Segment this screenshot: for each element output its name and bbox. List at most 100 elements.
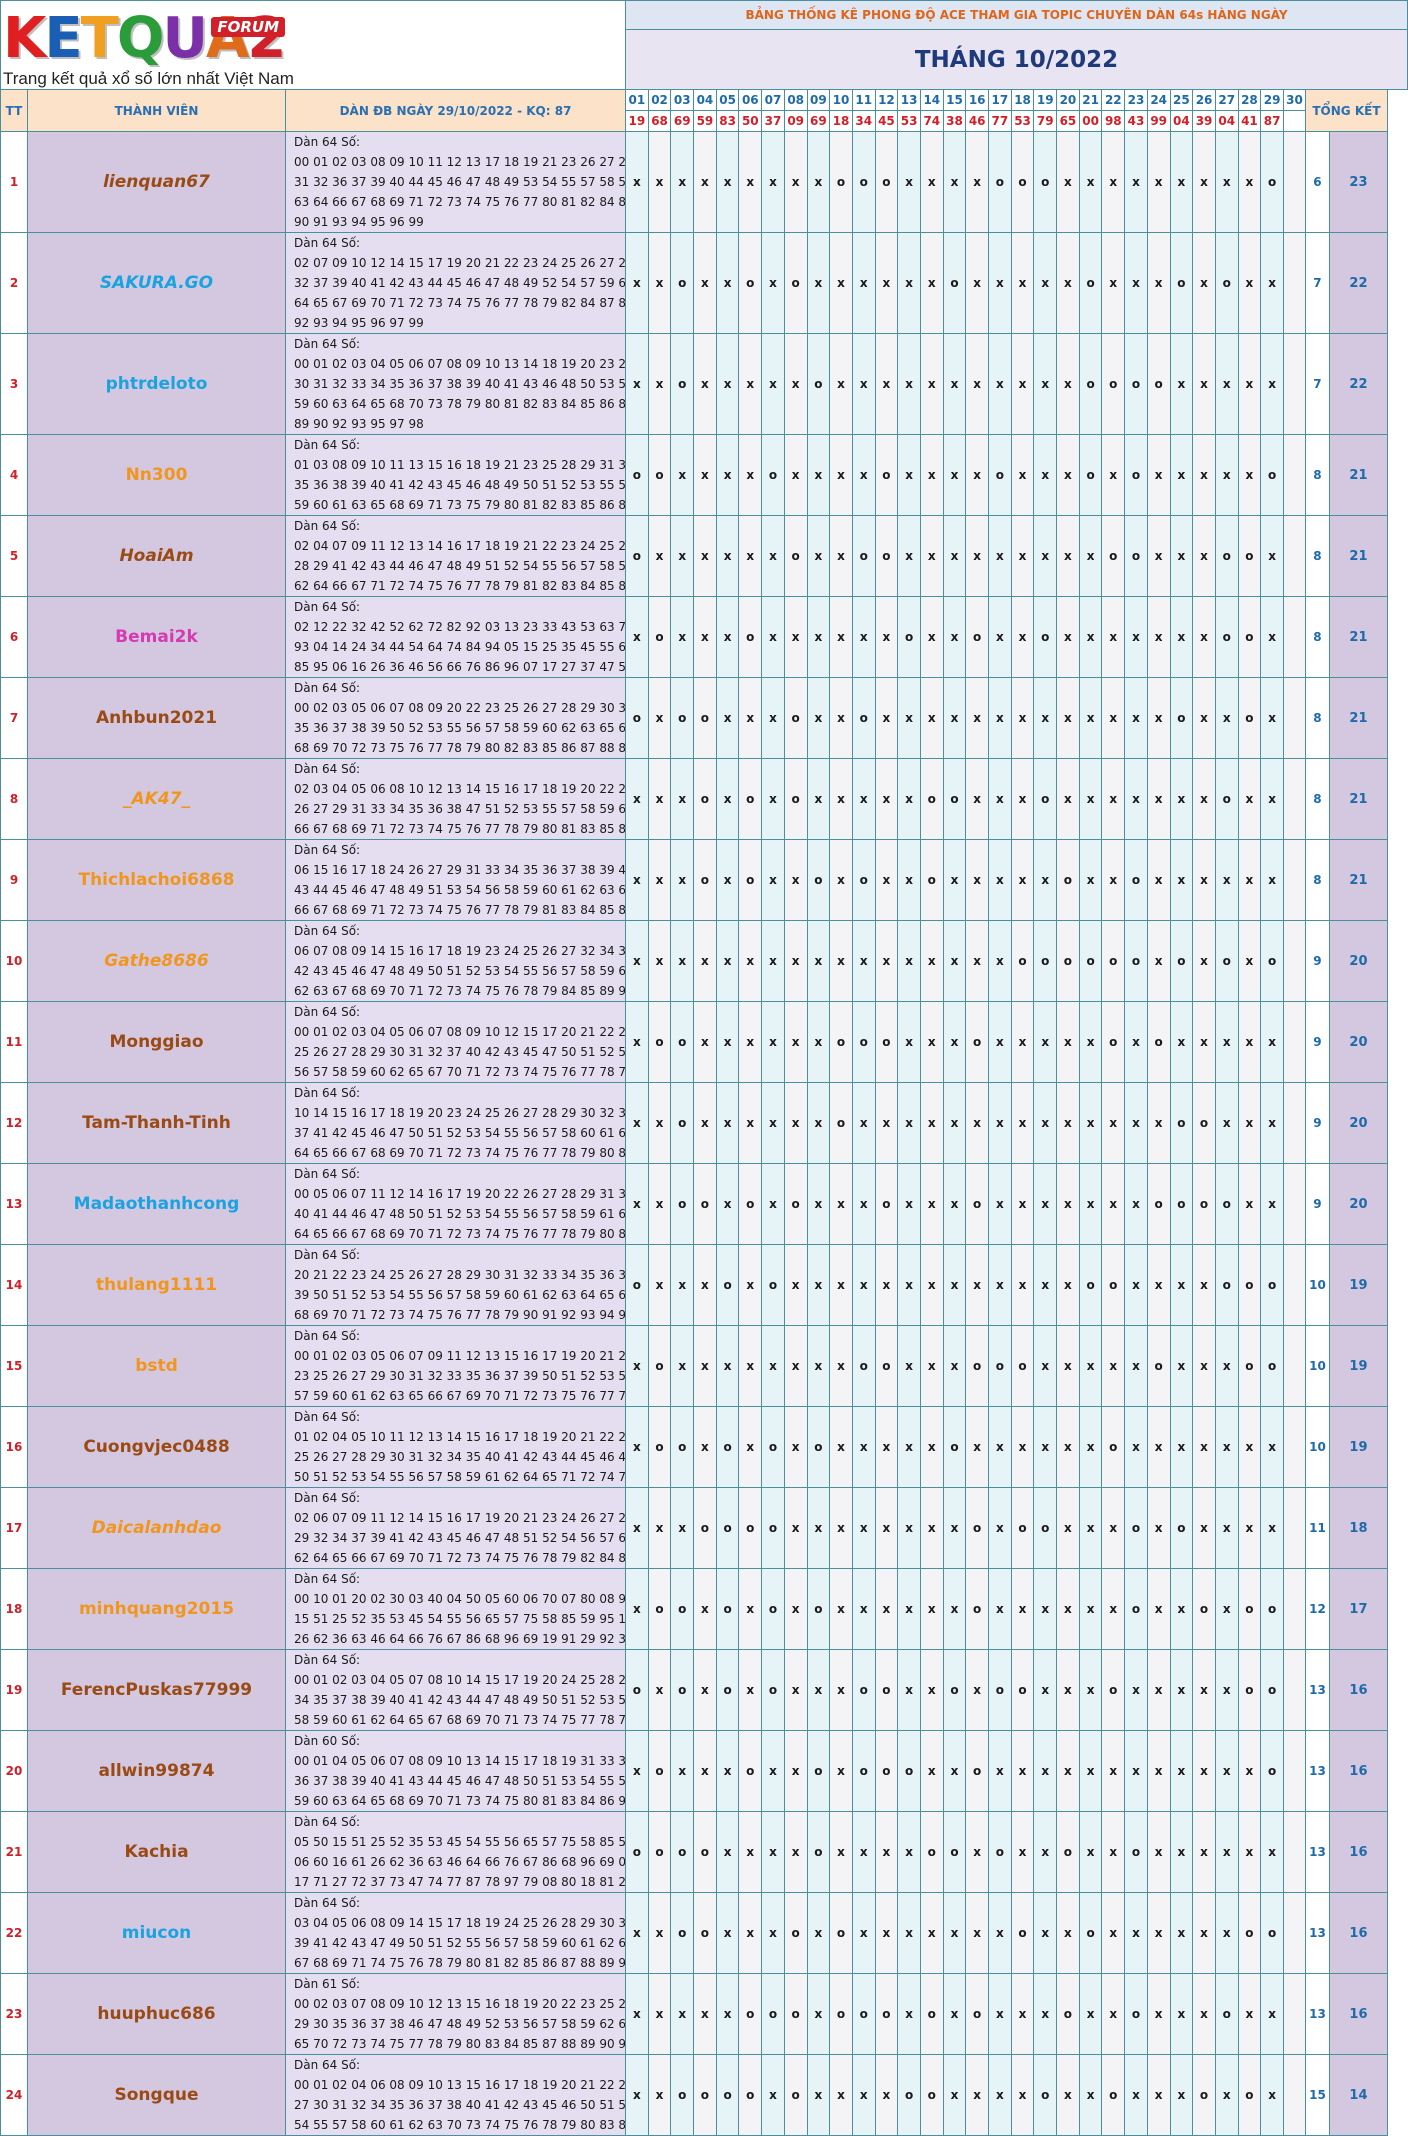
day-mark: x [647, 839, 672, 921]
member-name[interactable]: Tam-Thanh-Tinh [27, 1082, 286, 1164]
row-number: 21 [0, 1811, 28, 1893]
day-result: 83 [715, 110, 740, 132]
day-mark: x [1237, 1082, 1262, 1164]
day-mark: o [1260, 434, 1284, 516]
member-row: 15 bstd Dàn 64 Số: 00 01 02 03 05 06 07 09 … [0, 1325, 1408, 1407]
day-mark: x [1124, 131, 1148, 233]
day-mark: o [851, 1973, 876, 2055]
day-mark: x [715, 758, 740, 840]
member-name[interactable]: SAKURA.GO [27, 232, 286, 334]
dan-title: Dàn 64 Số: [294, 236, 361, 250]
dan-line: 02 03 04 05 06 08 10 12 13 14 15 16 17 1… [294, 782, 626, 796]
day-mark: o [647, 1811, 672, 1893]
day-mark: x [783, 434, 808, 516]
member-name[interactable]: FerencPuskas77999 [27, 1649, 286, 1731]
dan-title: Dàn 64 Số: [294, 762, 361, 776]
day-mark: o [851, 1649, 876, 1731]
day-mark: x [919, 1892, 944, 1974]
member-name[interactable]: Nn300 [27, 434, 286, 516]
day-mark: x [1214, 1406, 1239, 1488]
dan-line: 10 14 15 16 17 18 19 20 23 24 25 26 27 2… [294, 1106, 626, 1120]
member-name[interactable]: lienquan67 [27, 131, 286, 233]
day-mark: x [919, 596, 944, 678]
member-name[interactable]: miucon [27, 1892, 286, 1974]
day-mark: x [806, 677, 831, 759]
day-header: 03 [670, 89, 695, 111]
day-mark: x [942, 333, 967, 435]
member-name[interactable]: Gathe8686 [27, 920, 286, 1002]
dan-title: Dàn 64 Số: [294, 1410, 361, 1424]
member-name[interactable]: bstd [27, 1325, 286, 1407]
wins-count: 10 [1304, 1406, 1330, 1488]
day-mark: x [625, 1082, 649, 1164]
day-mark: x [1214, 1325, 1239, 1407]
site-logo[interactable]: KETQUA2 FORUM Trang kết quả xổ số lớn nh… [2, 2, 294, 89]
day-mark: o [1078, 333, 1103, 435]
day-mark: x [1237, 1001, 1262, 1083]
day-mark: x [761, 677, 785, 759]
day-mark [1282, 1892, 1306, 1974]
day-mark: x [670, 758, 695, 840]
day-mark [1282, 232, 1306, 334]
day-mark: x [851, 1244, 876, 1326]
dan-line: 01 02 04 05 10 11 12 13 14 15 16 17 18 1… [294, 1430, 626, 1444]
day-mark: x [1033, 1568, 1058, 1650]
day-mark: o [1124, 1811, 1148, 1893]
member-name[interactable]: phtrdeloto [27, 333, 286, 435]
day-mark: x [738, 1244, 763, 1326]
member-name[interactable]: Anhbun2021 [27, 677, 286, 759]
member-name[interactable]: Songque [27, 2054, 286, 2136]
member-name[interactable]: Bemai2k [27, 596, 286, 678]
member-name[interactable]: huuphuc686 [27, 1973, 286, 2055]
day-result: 09 [783, 110, 808, 132]
member-name[interactable]: thulang1111 [27, 1244, 286, 1326]
dan-line: 06 15 16 17 18 24 26 27 29 31 33 34 35 3… [294, 863, 626, 877]
day-mark: x [1056, 596, 1080, 678]
day-mark: o [1033, 131, 1058, 233]
dan-line: 54 55 57 58 60 61 62 63 70 73 74 75 76 7… [294, 2118, 626, 2132]
dan-line: 59 60 63 64 65 68 70 73 78 79 80 81 82 8… [294, 397, 626, 411]
member-name[interactable]: minhquang2015 [27, 1568, 286, 1650]
total-score: 22 [1328, 232, 1388, 334]
day-mark: x [1056, 333, 1080, 435]
member-name[interactable]: allwin99874 [27, 1730, 286, 1812]
total-score: 20 [1328, 920, 1388, 1002]
day-mark: x [693, 333, 717, 435]
day-mark: x [806, 596, 831, 678]
member-name[interactable]: Kachia [27, 1811, 286, 1893]
day-mark: x [942, 1892, 967, 1974]
day-header: 30 [1282, 89, 1306, 111]
day-mark: x [1237, 758, 1262, 840]
dan-numbers: Dàn 64 Số: 02 04 07 09 11 12 13 14 16 17 … [284, 515, 627, 597]
member-name[interactable]: _AK47_ [27, 758, 286, 840]
day-mark: o [1214, 920, 1239, 1002]
day-mark: x [693, 1244, 717, 1326]
member-name[interactable]: Thichlachoi6868 [27, 839, 286, 921]
dan-numbers: Dàn 64 Số: 00 01 02 03 05 06 07 09 11 12 … [284, 1325, 627, 1407]
day-mark: o [738, 1163, 763, 1245]
day-mark: x [1101, 434, 1126, 516]
day-header: 20 [1056, 89, 1080, 111]
day-mark: x [1033, 333, 1058, 435]
member-name[interactable]: Cuongvjec0488 [27, 1406, 286, 1488]
day-mark: x [670, 920, 695, 1002]
day-header: 25 [1169, 89, 1194, 111]
day-mark: x [761, 1163, 785, 1245]
member-name[interactable]: Monggiao [27, 1001, 286, 1083]
day-mark: x [1260, 333, 1284, 435]
day-mark: x [988, 1973, 1012, 2055]
dan-line: 68 69 70 72 73 75 76 77 78 79 80 82 83 8… [294, 741, 626, 755]
day-mark: x [942, 515, 967, 597]
day-mark: x [1237, 920, 1262, 1002]
member-name[interactable]: HoaiAm [27, 515, 286, 597]
member-name[interactable]: Daicalanhdao [27, 1487, 286, 1569]
day-mark: x [1146, 1649, 1171, 1731]
day-mark: x [647, 1244, 672, 1326]
day-mark: x [1010, 677, 1035, 759]
day-mark: x [1169, 131, 1194, 233]
day-mark: x [965, 758, 990, 840]
dan-title: Dàn 64 Số: [294, 1005, 361, 1019]
day-mark [1282, 2054, 1306, 2136]
member-name[interactable]: Madaothanhcong [27, 1163, 286, 1245]
day-mark: x [1169, 596, 1194, 678]
